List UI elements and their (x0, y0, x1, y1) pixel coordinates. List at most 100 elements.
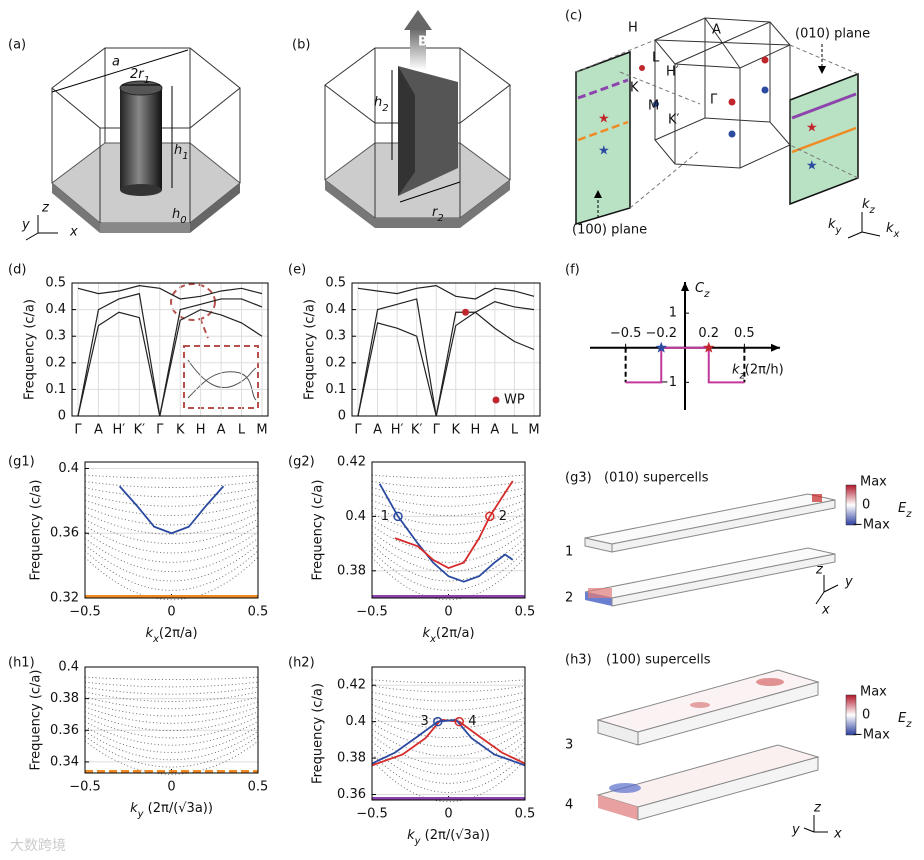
cell-label: 4 (565, 798, 573, 813)
curve (625, 346, 745, 384)
colorbar-label: −Max (852, 728, 890, 743)
field-spot (812, 494, 822, 502)
panel-label: (h1) (8, 656, 35, 671)
text-part: (2π/(√3a)) (144, 801, 213, 816)
bulk-band (371, 493, 526, 507)
axis-label: y (21, 218, 30, 233)
point-label: 2 (499, 509, 507, 524)
text-part: 0 (180, 215, 186, 226)
bulk-band (84, 544, 259, 582)
k-label: M (648, 99, 659, 114)
text-part: k (886, 221, 894, 236)
y-tick-label: 0.36 (50, 723, 79, 738)
label-r1: 2r1 (130, 67, 150, 86)
panel-label: (e) (288, 263, 306, 278)
y-axis-label: Cz (695, 281, 710, 300)
x-tick-label: K (452, 423, 461, 438)
inset-pointer (199, 317, 209, 339)
text-part: z (905, 719, 912, 730)
colorbar (845, 694, 857, 736)
y-tick-label: 0.3 (325, 329, 346, 344)
dimension-a (51, 49, 189, 93)
bulk-band (84, 701, 259, 717)
panel-title: (100) supercells (606, 653, 711, 668)
text-part: k (145, 626, 153, 641)
plane-label: (010) plane (795, 27, 870, 42)
cell-label: 1 (565, 545, 573, 560)
k-label: H′ (666, 65, 679, 80)
bulk-band (84, 681, 259, 688)
axis-label: x (821, 603, 830, 618)
axis-label: z (813, 801, 822, 816)
x-tick-label: 0 (444, 807, 452, 822)
x-tick-label: −0.5 (356, 605, 388, 620)
curve (77, 292, 263, 417)
colorbar-field: Ez (898, 501, 912, 520)
plot-frame (371, 666, 526, 801)
star: ★ (598, 112, 610, 127)
axis-label: kz (862, 197, 876, 216)
colorbar-label: 0 (862, 708, 870, 723)
cylinder-bottom (120, 184, 162, 196)
y-tick-label: 0.32 (50, 591, 79, 606)
text-part: z (703, 289, 710, 300)
weyl-point (761, 56, 769, 64)
x-tick-label: 0.2 (698, 326, 719, 341)
text-part: E (898, 711, 907, 726)
cut-line (791, 126, 857, 154)
bulk-band (371, 525, 526, 554)
supercell-side (611, 499, 836, 553)
k-label: K (630, 81, 639, 96)
curve (77, 308, 263, 417)
bulk-band (371, 697, 526, 711)
y-tick-label: 0.3 (45, 329, 66, 344)
text-part: k (828, 217, 836, 232)
x-tick-label: K′ (134, 423, 146, 438)
y-axis-label: Frequency (c/a) (29, 480, 44, 581)
bulk-band (371, 480, 526, 488)
y-axis-label: Frequency (c/a) (29, 670, 44, 771)
k-label: A (712, 23, 721, 38)
bulk-band (84, 676, 259, 681)
axis-label: x (69, 225, 78, 240)
panel-title: (010) supercells (604, 471, 709, 486)
x-tick-label: Γ (433, 423, 441, 438)
x-tick-label: M (528, 423, 539, 438)
cell-label: 3 (565, 738, 573, 753)
x-tick-label: −0.5 (356, 807, 388, 822)
x-tick-label: 0 (444, 605, 452, 620)
x-tick-label: H (196, 423, 206, 438)
text-part: z (869, 205, 876, 216)
curve (357, 285, 535, 300)
bz-edges (654, 17, 791, 168)
prism-edges (51, 48, 241, 223)
bulk-band (371, 759, 526, 802)
colorbar-label: Max (860, 475, 887, 490)
y-tick-label: 0.2 (45, 355, 66, 370)
curve (357, 311, 535, 417)
bulk-band (84, 506, 259, 526)
bulk-band (371, 704, 526, 720)
x-tick-label: Γ (74, 423, 82, 438)
y-tick-label: 0.4 (345, 714, 366, 729)
axes-triad (803, 815, 828, 833)
text-part: E (898, 501, 907, 516)
text-part: k (422, 626, 430, 641)
x-tick-label: −0.2 (645, 326, 677, 341)
colorbar-label: 0 (862, 498, 870, 513)
y-tick-label: 0.1 (45, 382, 66, 397)
axis-label: kx (886, 221, 900, 240)
bulk-band (84, 721, 259, 746)
x-tick-label: 0.5 (515, 807, 536, 822)
bulk-band (371, 728, 526, 757)
y-tick-label: 0.38 (337, 563, 366, 578)
x-tick-label: −0.5 (69, 605, 101, 620)
y-tick-label: 0.4 (58, 461, 79, 476)
cut-line (791, 92, 857, 120)
text-part: (2π/h) (745, 362, 784, 377)
base-side (52, 183, 100, 233)
base-side (325, 180, 510, 228)
field-spot (609, 783, 641, 793)
cut-line (577, 120, 629, 142)
y-tick-label: 0.2 (325, 355, 346, 370)
